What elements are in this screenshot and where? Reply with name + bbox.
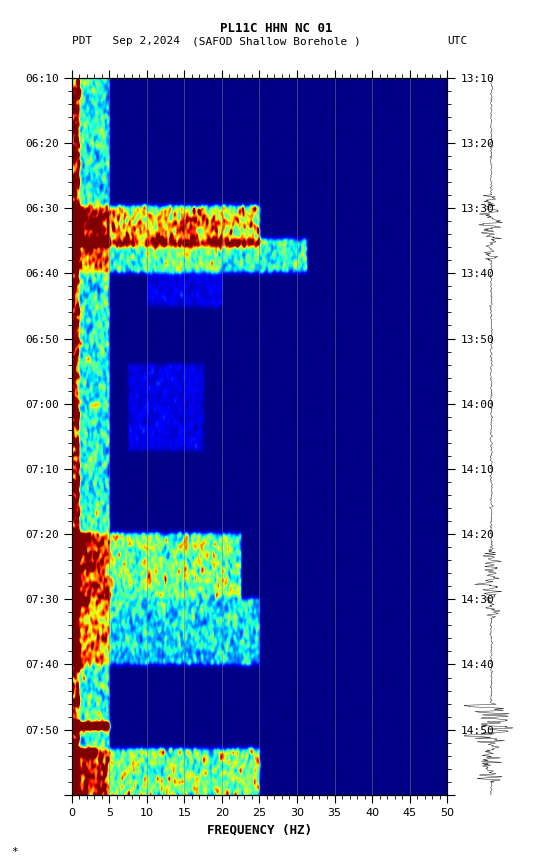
- Text: (SAFOD Shallow Borehole ): (SAFOD Shallow Borehole ): [192, 36, 360, 47]
- Text: PDT   Sep 2,2024: PDT Sep 2,2024: [72, 36, 180, 47]
- X-axis label: FREQUENCY (HZ): FREQUENCY (HZ): [207, 823, 312, 836]
- Text: UTC: UTC: [447, 36, 468, 47]
- Text: *: *: [11, 848, 18, 857]
- Text: PL11C HHN NC 01: PL11C HHN NC 01: [220, 22, 332, 35]
